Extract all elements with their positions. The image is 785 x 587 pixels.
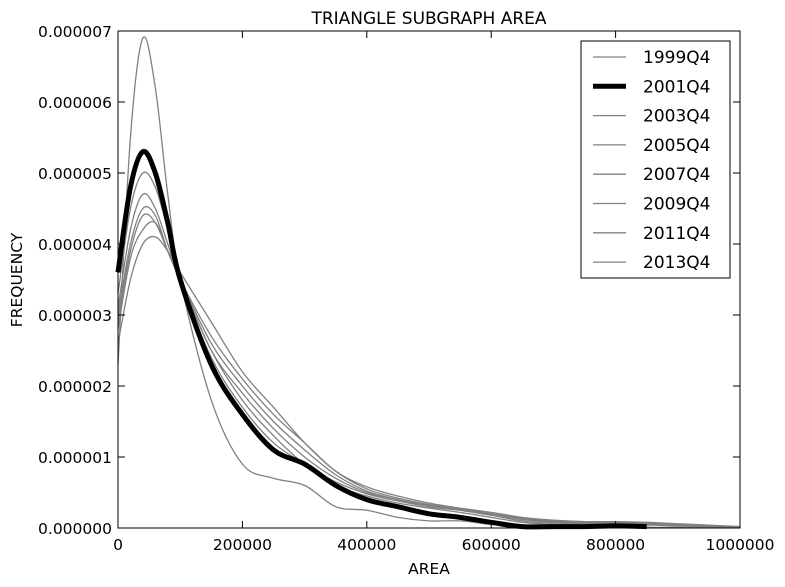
ticks-layer: 0 200000 400000 600000 800000 1000000 0.000000… <box>38 23 774 554</box>
y-tick-label: 0.000005 <box>38 165 112 183</box>
legend-label: 2011Q4 <box>643 224 710 244</box>
legend-label: 2009Q4 <box>643 195 710 215</box>
legend-label: 2001Q4 <box>643 77 710 97</box>
legend-box <box>580 40 731 279</box>
y-tick-label: 0.000003 <box>38 307 112 325</box>
y-tick-label: 0.000001 <box>38 449 112 467</box>
chart-title: TRIANGLE SUBGRAPH AREA <box>310 9 546 29</box>
series-line-2001Q4 <box>115 148 647 530</box>
legend: 1999Q4 2001Q4 2003Q4 2005Q4 2007Q4 2009Q4 2011… <box>580 40 731 279</box>
legend-label: 1999Q4 <box>643 48 710 68</box>
x-axis-label: AREA <box>408 560 450 578</box>
x-tick-label: 400000 <box>337 536 396 554</box>
series-line-2013Q4 <box>117 235 741 528</box>
y-tick-label: 0.000007 <box>38 23 112 41</box>
x-tick-label: 0 <box>113 536 123 554</box>
plot-frame <box>117 30 741 529</box>
legend-label: 2005Q4 <box>643 136 710 156</box>
x-tick-label: 200000 <box>213 536 272 554</box>
series-line-2011Q4 <box>117 220 741 528</box>
y-tick-label: 0.000004 <box>38 236 112 254</box>
y-tick-label: 0.000002 <box>38 378 112 396</box>
y-axis-label: FREQUENCY <box>8 232 26 327</box>
series-layer <box>115 36 741 530</box>
legend-label: 2003Q4 <box>643 107 710 127</box>
x-tick-label: 800000 <box>586 536 645 554</box>
x-tick-label: 1000000 <box>705 536 774 554</box>
y-tick-label: 0.000006 <box>38 94 112 112</box>
y-tick-label: 0.000000 <box>38 520 112 538</box>
legend-label: 2013Q4 <box>643 253 710 273</box>
x-tick-label: 600000 <box>462 536 521 554</box>
legend-label: 2007Q4 <box>643 165 710 185</box>
